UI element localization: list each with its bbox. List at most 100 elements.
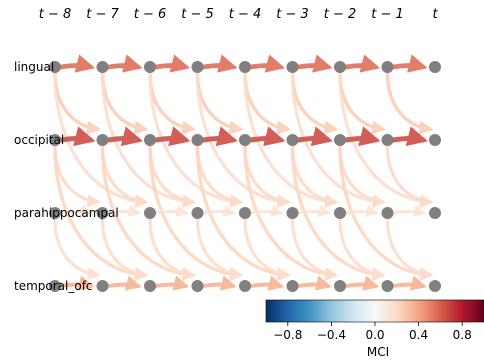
node-parahippocampal [49,207,61,219]
link-occipital-to-temporal_ofc [195,144,291,282]
node-lingual [49,61,61,73]
link-temporal_ofc-to-temporal_ofc [391,275,427,291]
node-occipital [381,134,394,146]
link-lingual-to-parahippocampal [100,71,196,208]
node-parahippocampal [144,207,156,219]
colorbar-tick-label: −0.8 [273,328,302,342]
time-label: t − 2 [324,7,357,22]
colorbar-tick-label: 0.4 [409,328,428,342]
links [53,54,434,291]
node-lingual [191,61,204,73]
link-occipital-to-occipital [390,126,428,147]
link-lingual-to-occipital [385,71,434,135]
link-occipital-to-temporal_ofc [148,144,244,282]
link-temporal_ofc-to-temporal_ofc [106,275,142,291]
link-parahippocampal-to-temporal_ofc [53,217,101,281]
colorbar-tick-label: 0.0 [365,328,384,342]
link-parahippocampal-to-parahippocampal [59,204,94,217]
variable-label: occipital [14,133,64,147]
link-parahippocampal-to-temporal_ofc [148,217,196,281]
link-occipital-to-occipital [248,126,286,147]
colorbar-tick-label: −0.4 [317,328,346,342]
variable-labels: lingual occipital parahippocampal temporal_… [14,60,119,293]
time-label: t − 3 [276,7,309,22]
node-temporal_ofc [334,280,346,292]
link-lingual-to-parahippocampal [290,71,386,208]
link-occipital-to-temporal_ofc [290,144,386,282]
time-label: t [432,7,438,22]
link-parahippocampal-to-temporal_ofc [100,217,149,281]
node-occipital [429,134,441,146]
link-parahippocampal-to-parahippocampal [296,204,332,217]
time-label: t − 7 [86,7,119,22]
node-parahippocampal [381,207,394,219]
time-label: t − 5 [181,7,214,22]
link-lingual-to-lingual [296,54,333,73]
link-parahippocampal-to-parahippocampal [106,204,142,217]
link-occipital-to-occipital [153,126,191,147]
link-lingual-to-lingual [343,54,381,73]
node-occipital [286,134,299,146]
node-lingual [239,61,251,73]
colorbar-ticks: −0.8 −0.4 0.0 0.4 0.8 [273,322,472,342]
link-parahippocampal-to-parahippocampal [391,204,427,217]
link-occipital-to-temporal_ofc [100,144,196,282]
link-occipital-to-temporal_ofc [338,144,434,282]
node-temporal_ofc [286,280,299,292]
link-parahippocampal-to-temporal_ofc [385,217,434,281]
node-parahippocampal [239,207,251,219]
link-occipital-to-occipital [343,126,381,147]
node-temporal_ofc [429,280,441,292]
node-lingual [429,61,441,73]
link-lingual-to-lingual [153,54,191,73]
link-lingual-to-parahippocampal [53,71,149,208]
link-lingual-to-parahippocampal [195,71,291,208]
link-parahippocampal-to-temporal_ofc [338,217,386,281]
time-label: t − 6 [134,7,167,22]
node-lingual [286,61,299,73]
link-lingual-to-lingual [201,54,238,73]
link-occipital-to-temporal_ofc [53,144,149,282]
link-occipital-to-occipital [295,126,333,147]
link-temporal_ofc-to-temporal_ofc [296,275,332,291]
colorbar-gradient [265,299,484,323]
node-temporal_ofc [144,280,156,292]
node-lingual [334,61,346,73]
node-temporal_ofc [239,280,251,292]
node-occipital [49,134,61,146]
link-temporal_ofc-to-temporal_ofc [249,275,285,291]
node-lingual [381,61,394,73]
node-occipital [239,134,251,146]
node-occipital [334,134,346,146]
node-temporal_ofc [96,280,109,292]
node-parahippocampal [191,207,204,219]
node-parahippocampal [429,207,441,219]
colorbar: −0.8 −0.4 0.0 0.4 0.8 MCI [265,299,484,359]
link-parahippocampal-to-temporal_ofc [243,217,291,281]
link-temporal_ofc-to-temporal_ofc [59,275,95,291]
link-lingual-to-lingual [391,54,428,73]
link-parahippocampal-to-parahippocampal [344,204,379,217]
link-temporal_ofc-to-temporal_ofc [201,275,237,291]
node-occipital [96,134,109,146]
link-occipital-to-parahippocampal [385,144,434,208]
link-occipital-to-occipital [58,126,96,147]
time-label: t − 8 [39,7,72,22]
link-parahippocampal-to-parahippocampal [201,204,237,217]
colorbar-tick-label: 0.8 [453,328,472,342]
variable-label: temporal_ofc [14,279,93,293]
node-temporal_ofc [49,280,61,292]
link-lingual-to-parahippocampal [148,71,244,208]
node-parahippocampal [334,207,346,219]
node-lingual [144,61,156,73]
link-temporal_ofc-to-temporal_ofc [344,275,380,291]
time-label: t − 1 [371,7,404,22]
link-occipital-to-temporal_ofc [243,144,339,282]
node-parahippocampal [96,207,109,219]
link-lingual-to-lingual [106,54,143,73]
link-lingual-to-parahippocampal [243,71,339,208]
link-parahippocampal-to-parahippocampal [154,204,189,217]
link-temporal_ofc-to-temporal_ofc [154,275,190,291]
colorbar-label: MCI [367,345,389,359]
